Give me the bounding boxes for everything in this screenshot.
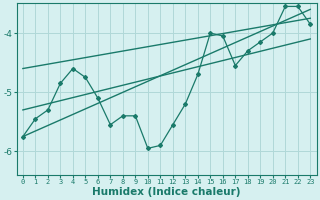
X-axis label: Humidex (Indice chaleur): Humidex (Indice chaleur) [92,187,241,197]
